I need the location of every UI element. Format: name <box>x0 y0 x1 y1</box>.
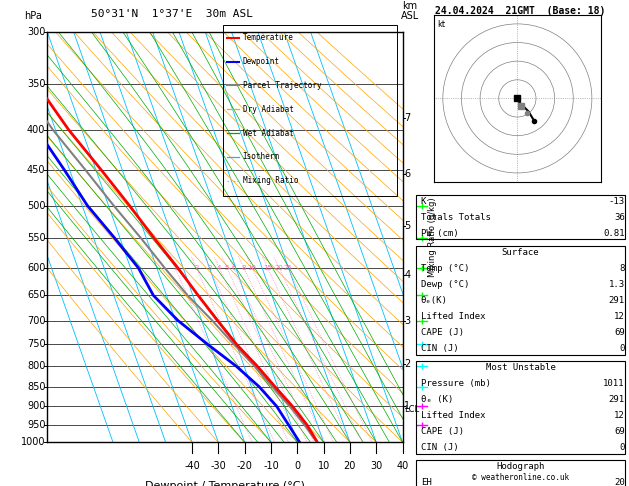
Text: 4: 4 <box>404 270 411 280</box>
Text: 36: 36 <box>614 213 625 222</box>
Text: 350: 350 <box>27 79 45 89</box>
Text: 25: 25 <box>284 265 292 271</box>
Text: © weatheronline.co.uk: © weatheronline.co.uk <box>472 473 569 482</box>
Text: Surface: Surface <box>502 248 539 257</box>
Text: 69: 69 <box>614 328 625 337</box>
Text: 850: 850 <box>27 382 45 392</box>
Text: 650: 650 <box>27 290 45 300</box>
Text: 600: 600 <box>27 263 45 273</box>
Text: -10: -10 <box>263 461 279 471</box>
Text: 1: 1 <box>173 265 177 271</box>
Text: Lifted Index: Lifted Index <box>421 312 485 321</box>
Text: CAPE (J): CAPE (J) <box>421 427 464 436</box>
Text: 300: 300 <box>27 27 45 36</box>
Text: 291: 291 <box>608 296 625 305</box>
Text: 8: 8 <box>242 265 246 271</box>
Text: 8: 8 <box>620 264 625 273</box>
Text: Dewp (°C): Dewp (°C) <box>421 280 469 289</box>
Text: Dewpoint: Dewpoint <box>243 57 280 66</box>
Text: hPa: hPa <box>24 11 42 21</box>
Text: kt: kt <box>437 20 445 29</box>
Text: CIN (J): CIN (J) <box>421 344 459 353</box>
Text: 20: 20 <box>343 461 356 471</box>
Bar <box>416 195 625 239</box>
Text: 800: 800 <box>27 361 45 371</box>
Text: 30: 30 <box>370 461 382 471</box>
Text: Wet Adiabat: Wet Adiabat <box>243 128 294 138</box>
Text: 291: 291 <box>608 395 625 404</box>
Text: 500: 500 <box>27 201 45 211</box>
Text: Parcel Trajectory: Parcel Trajectory <box>243 81 321 90</box>
Text: 0: 0 <box>294 461 300 471</box>
Text: 12: 12 <box>614 411 625 420</box>
Bar <box>416 361 625 453</box>
Text: Mixing Ratio: Mixing Ratio <box>243 176 298 185</box>
Text: 10: 10 <box>318 461 330 471</box>
Text: 550: 550 <box>27 233 45 243</box>
Text: 0.81: 0.81 <box>603 229 625 238</box>
Bar <box>416 460 625 486</box>
Text: Mixing Ratio (g/kg): Mixing Ratio (g/kg) <box>428 197 437 277</box>
Text: θₑ (K): θₑ (K) <box>421 395 453 404</box>
Text: 450: 450 <box>27 165 45 175</box>
Text: -40: -40 <box>184 461 200 471</box>
Text: 750: 750 <box>27 339 45 349</box>
Text: EH: EH <box>421 478 431 486</box>
Text: 1000: 1000 <box>21 437 45 447</box>
Text: 50°31'N  1°37'E  30m ASL: 50°31'N 1°37'E 30m ASL <box>91 9 253 19</box>
Text: LCL: LCL <box>404 405 420 414</box>
Text: Dewpoint / Temperature (°C): Dewpoint / Temperature (°C) <box>145 481 305 486</box>
Text: Dry Adiabat: Dry Adiabat <box>243 104 294 114</box>
Text: 1011: 1011 <box>603 379 625 388</box>
Text: 20: 20 <box>614 478 625 486</box>
Text: 5: 5 <box>404 221 411 231</box>
Text: Most Unstable: Most Unstable <box>486 363 555 372</box>
Text: 2: 2 <box>194 265 199 271</box>
Text: Pressure (mb): Pressure (mb) <box>421 379 491 388</box>
Text: 1.3: 1.3 <box>608 280 625 289</box>
Text: 24.04.2024  21GMT  (Base: 18): 24.04.2024 21GMT (Base: 18) <box>435 6 606 16</box>
Text: -30: -30 <box>211 461 226 471</box>
Text: PW (cm): PW (cm) <box>421 229 459 238</box>
Text: 12: 12 <box>614 312 625 321</box>
Text: Temperature: Temperature <box>243 33 294 42</box>
Text: θₑ(K): θₑ(K) <box>421 296 448 305</box>
Text: 4: 4 <box>217 265 221 271</box>
Text: 69: 69 <box>614 427 625 436</box>
Bar <box>416 246 625 354</box>
Text: km
ASL: km ASL <box>401 0 419 21</box>
Text: -20: -20 <box>237 461 253 471</box>
Text: K: K <box>421 197 426 206</box>
Text: Totals Totals: Totals Totals <box>421 213 491 222</box>
Text: CAPE (J): CAPE (J) <box>421 328 464 337</box>
Text: 5: 5 <box>225 265 229 271</box>
Text: Temp (°C): Temp (°C) <box>421 264 469 273</box>
Bar <box>223 25 398 196</box>
Text: 1: 1 <box>404 400 411 411</box>
Text: -13: -13 <box>608 197 625 206</box>
Text: 6: 6 <box>231 265 236 271</box>
Text: Isotherm: Isotherm <box>243 152 280 161</box>
Text: Lifted Index: Lifted Index <box>421 411 485 420</box>
Text: 900: 900 <box>27 401 45 411</box>
Text: 2: 2 <box>404 359 411 369</box>
Text: 950: 950 <box>27 420 45 430</box>
Text: 20: 20 <box>275 265 284 271</box>
Text: 7: 7 <box>404 113 411 123</box>
Text: Hodograph: Hodograph <box>496 462 545 471</box>
Text: 0: 0 <box>620 443 625 452</box>
Text: 15: 15 <box>264 265 272 271</box>
Text: 700: 700 <box>27 315 45 326</box>
Text: 40: 40 <box>396 461 409 471</box>
Text: CIN (J): CIN (J) <box>421 443 459 452</box>
Text: 10: 10 <box>248 265 257 271</box>
Text: 0: 0 <box>620 344 625 353</box>
Text: 3: 3 <box>208 265 212 271</box>
Text: 3: 3 <box>404 315 411 326</box>
Text: 400: 400 <box>27 125 45 135</box>
Text: 6: 6 <box>404 169 411 179</box>
